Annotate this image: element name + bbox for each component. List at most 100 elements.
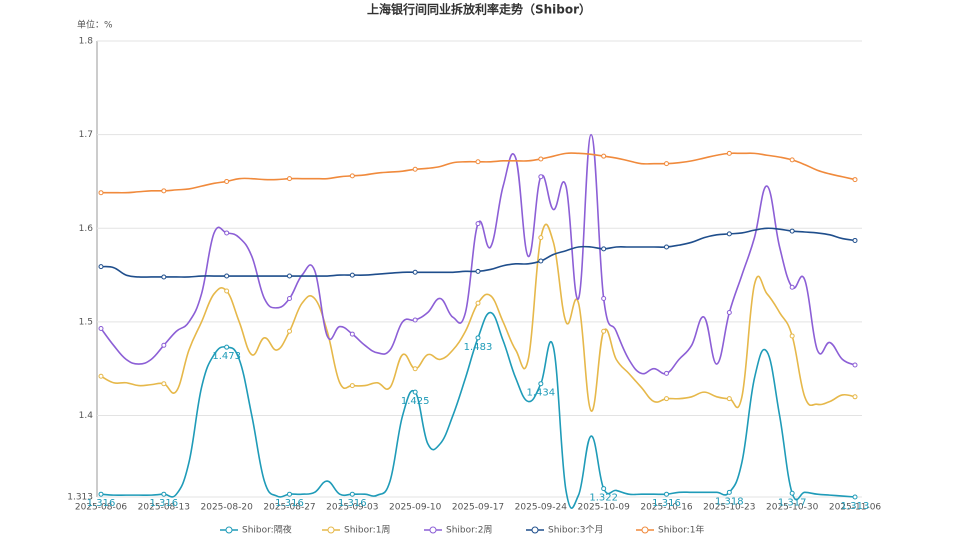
point — [349, 331, 355, 337]
y-tick-label: 1.4 — [79, 411, 94, 421]
point — [789, 490, 795, 496]
x-tick-label: 2025-09-17 — [452, 503, 504, 513]
point — [726, 396, 732, 402]
point — [161, 491, 167, 497]
point — [98, 373, 104, 379]
point — [726, 489, 732, 495]
point — [287, 273, 292, 279]
legend-item[interactable]: Shibor:2周 — [424, 525, 492, 536]
point — [349, 491, 355, 497]
point — [601, 246, 607, 252]
point — [726, 150, 732, 156]
x-tick-label: 2025-11-06 — [829, 503, 882, 513]
point — [789, 284, 795, 290]
series-line — [100, 152, 856, 194]
point — [287, 176, 292, 182]
point — [98, 325, 104, 331]
point — [161, 381, 167, 387]
point — [475, 221, 481, 227]
y-unit: 单位：% — [77, 19, 113, 31]
x-tick-label: 2025-10-16 — [640, 503, 693, 513]
point — [349, 383, 355, 389]
data-label: 1.425 — [401, 396, 430, 407]
point — [601, 153, 607, 159]
point — [224, 288, 230, 294]
point — [224, 344, 230, 350]
x-tick-label: 2025-08-20 — [201, 503, 254, 513]
legend-item[interactable]: Shibor:3个月 — [526, 525, 603, 536]
y-tick-label: 1.313 — [67, 493, 93, 503]
legend-item[interactable]: Shibor:隔夜 — [220, 524, 292, 536]
x-tick-label: 2025-09-10 — [389, 503, 442, 513]
data-label: 1.316 — [275, 498, 304, 509]
point — [412, 389, 418, 395]
point — [538, 235, 544, 241]
legend-marker — [641, 526, 649, 534]
point — [601, 486, 607, 492]
point — [161, 274, 167, 280]
point — [224, 178, 230, 184]
point — [287, 295, 292, 301]
data-label: 1.316 — [652, 498, 681, 509]
legend-marker — [429, 526, 437, 534]
series-line — [100, 223, 856, 412]
point — [98, 264, 104, 270]
x-tick-label: 2025-09-24 — [515, 503, 568, 513]
x-tick-label: 2025-10-30 — [766, 503, 819, 513]
point — [412, 269, 418, 275]
point — [852, 177, 858, 183]
legend-item[interactable]: Shibor:1年 — [636, 524, 704, 536]
point — [726, 231, 732, 237]
y-tick-label: 1.6 — [79, 224, 94, 234]
point — [287, 491, 292, 497]
point — [287, 328, 292, 334]
point — [538, 381, 544, 387]
point — [601, 295, 607, 301]
point — [475, 159, 481, 165]
data-label: 1.316 — [150, 498, 179, 509]
legend-item[interactable]: Shibor:1周 — [322, 525, 390, 536]
point — [852, 362, 858, 368]
point — [98, 190, 104, 196]
point — [789, 228, 795, 234]
legend-label: Shibor:3个月 — [548, 525, 603, 536]
point — [664, 396, 669, 402]
point — [161, 188, 167, 194]
point — [349, 272, 355, 278]
x-tick-label: 2025-09-03 — [326, 503, 378, 513]
data-label: 1.483 — [464, 342, 493, 353]
legend-marker — [531, 526, 539, 534]
x-tick-label: 2025-10-23 — [703, 503, 755, 513]
y-tick-label: 1.7 — [79, 130, 93, 140]
legend-label: Shibor:2周 — [446, 525, 492, 536]
data-label: 1.316 — [87, 498, 116, 509]
legend-marker — [225, 526, 233, 534]
point — [852, 494, 858, 500]
point — [852, 237, 858, 243]
y-tick-label: 1.5 — [79, 317, 93, 327]
point — [789, 333, 795, 339]
point — [224, 273, 230, 279]
point — [475, 300, 481, 306]
point — [664, 244, 669, 250]
point — [224, 230, 230, 236]
point — [98, 491, 104, 497]
y-tick-label: 1.8 — [79, 37, 94, 47]
point — [412, 317, 418, 323]
point — [852, 394, 858, 400]
data-label: 1.317 — [778, 497, 807, 508]
point — [161, 342, 167, 348]
point — [664, 370, 669, 376]
x-tick-label: 2025-10-09 — [578, 503, 631, 513]
point — [538, 258, 544, 264]
x-tick-label: 2025-08-06 — [75, 503, 128, 513]
legend-marker — [327, 526, 335, 534]
data-label: 1.313 — [841, 501, 870, 512]
series-line — [100, 133, 856, 375]
point — [726, 310, 732, 316]
legend-label: Shibor:1年 — [658, 524, 704, 536]
data-label: 1.473 — [212, 351, 241, 362]
data-label: 1.322 — [589, 493, 618, 504]
point — [664, 491, 669, 497]
